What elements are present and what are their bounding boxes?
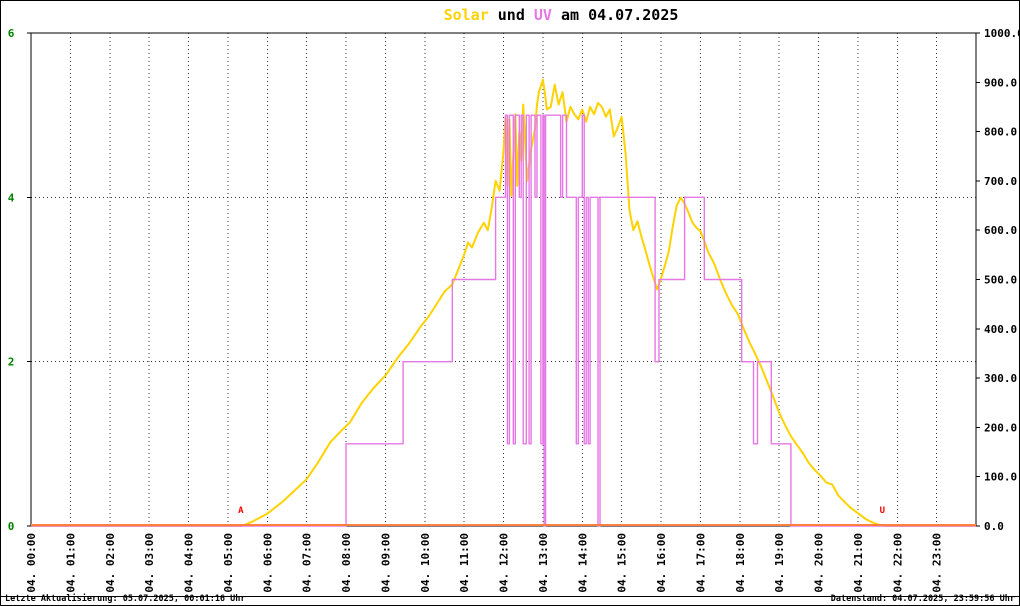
right-axis: 0.0 100.0 200.0 300.0 400.0 500.0 600.0 700.0 80… bbox=[976, 27, 1020, 533]
x-axis-tick-label: 04. 20:00 bbox=[813, 533, 826, 593]
right-axis-tick-label: 800.0 bbox=[984, 126, 1017, 139]
x-axis-tick-label: 04. 07:00 bbox=[301, 533, 314, 593]
solar-series-line bbox=[31, 78, 976, 527]
x-axis-tick-label: 04. 21:00 bbox=[852, 533, 865, 593]
x-axis-tick-label: 04. 16:00 bbox=[655, 533, 668, 593]
footer-data-state: Datenstand: 04.07.2025, 23:59:56 Uhr bbox=[830, 594, 1015, 604]
x-axis: 04. 00:00 04. 01:00 04. 02:00 04. 03:00 04. … bbox=[25, 533, 944, 593]
right-axis-tick-label: 300.0 bbox=[984, 372, 1017, 385]
plot-border bbox=[30, 32, 977, 527]
sun-marker-A: A bbox=[238, 506, 244, 516]
x-axis-tick-label: 04. 00:00 bbox=[25, 533, 38, 593]
right-axis-tick-label: 600.0 bbox=[984, 224, 1017, 237]
left-axis: 0 2 4 6 bbox=[8, 27, 31, 533]
x-axis-tick-label: 04. 14:00 bbox=[576, 533, 589, 593]
gridlines bbox=[31, 33, 976, 526]
title-und-label: und bbox=[488, 6, 534, 24]
x-axis-tick-label: 04. 08:00 bbox=[340, 533, 353, 593]
footer-last-update: Letzte Aktualisierung: 05.07.2025, 00:01… bbox=[5, 594, 246, 604]
x-axis-tick-label: 04. 03:00 bbox=[143, 533, 156, 593]
sun-marker-U: U bbox=[880, 506, 885, 516]
x-axis-tick-label: 04. 04:00 bbox=[183, 533, 196, 593]
right-axis-tick-label: 500.0 bbox=[984, 274, 1017, 287]
x-axis-tick-label: 04. 09:00 bbox=[379, 533, 392, 593]
x-axis-tick-label: 04. 13:00 bbox=[537, 533, 550, 593]
uv-series-line bbox=[31, 114, 976, 527]
right-axis-tick-label: 1000.0 bbox=[984, 27, 1020, 40]
footer-divider bbox=[1, 596, 1019, 597]
x-axis-tick-label: 04. 05:00 bbox=[222, 533, 235, 593]
right-axis-tick-label: 200.0 bbox=[984, 421, 1017, 434]
right-axis-tick-label: 100.0 bbox=[984, 471, 1017, 484]
right-axis-tick-label: 0.0 bbox=[984, 520, 1004, 533]
left-axis-tick-label: 2 bbox=[8, 356, 15, 369]
x-axis-tick-label: 04. 10:00 bbox=[419, 533, 432, 593]
right-axis-tick-label: 700.0 bbox=[984, 175, 1017, 188]
x-axis-tick-label: 04. 06:00 bbox=[261, 533, 274, 593]
x-axis-tick-label: 04. 12:00 bbox=[498, 533, 511, 593]
title-date-label: am 04.07.2025 bbox=[551, 6, 679, 24]
title-uv-label: UV bbox=[533, 6, 552, 24]
x-axis-tick-label: 04. 22:00 bbox=[891, 533, 904, 593]
x-axis-tick-label: 04. 02:00 bbox=[104, 533, 117, 593]
x-axis-tick-label: 04. 15:00 bbox=[616, 533, 629, 593]
x-axis-tick-label: 04. 18:00 bbox=[734, 533, 747, 593]
x-axis-tick-label: 04. 17:00 bbox=[694, 533, 707, 593]
left-axis-tick-label: 4 bbox=[8, 191, 15, 204]
chart-title: Solar und UV am 04.07.2025 bbox=[444, 6, 679, 24]
x-axis-tick-label: 04. 11:00 bbox=[458, 533, 471, 593]
title-solar-label: Solar bbox=[443, 6, 489, 24]
right-axis-tick-label: 400.0 bbox=[984, 323, 1017, 336]
x-axis-tick-label: 04. 23:00 bbox=[931, 533, 944, 593]
left-axis-tick-label: 0 bbox=[8, 520, 15, 533]
x-axis-tick-label: 04. 01:00 bbox=[64, 533, 77, 593]
right-axis-tick-label: 900.0 bbox=[984, 76, 1017, 89]
left-axis-tick-label: 6 bbox=[8, 27, 15, 40]
x-axis-tick-label: 04. 19:00 bbox=[773, 533, 786, 593]
